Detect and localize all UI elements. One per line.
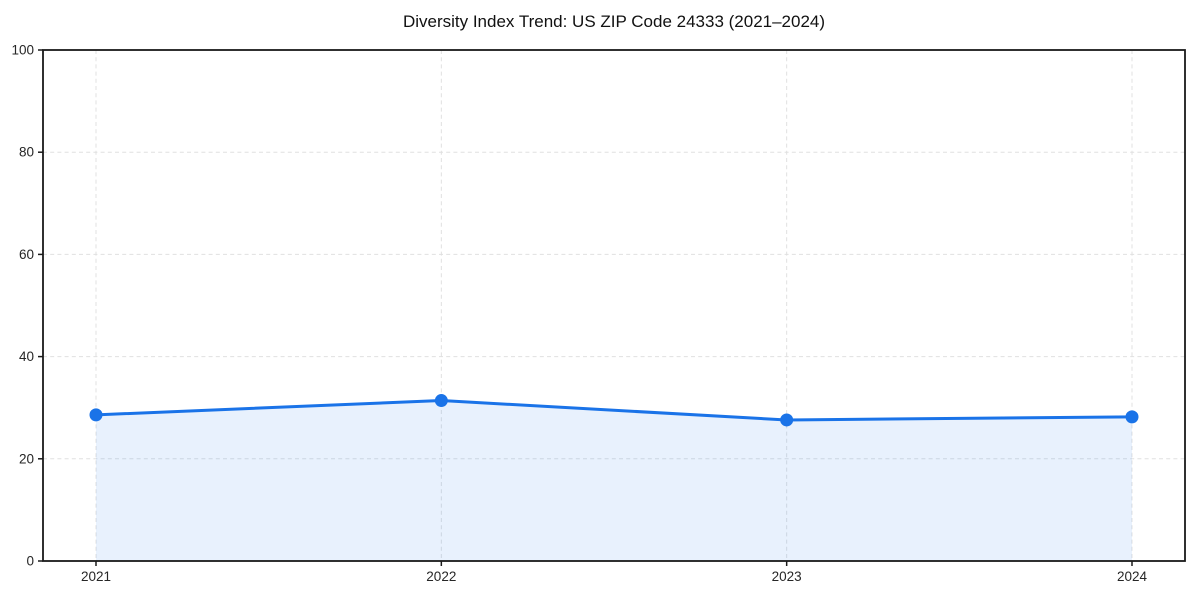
data-point-2021 xyxy=(89,408,103,422)
plot-border xyxy=(42,49,1186,562)
chart-title: Diversity Index Trend: US ZIP Code 24333… xyxy=(403,12,825,31)
x-tick-label: 2024 xyxy=(1117,569,1148,584)
trend-line xyxy=(94,399,1134,422)
y-tick-label: 20 xyxy=(19,451,34,466)
y-tick-label: 0 xyxy=(26,554,34,569)
x-tick-label: 2021 xyxy=(81,569,111,584)
x-tick-label: 2022 xyxy=(426,569,456,584)
area-fill xyxy=(96,400,1132,561)
y-tick-label: 40 xyxy=(19,349,34,364)
data-point-2024 xyxy=(1125,410,1139,424)
plot-area: 0 20 40 60 80 100 2021 2022 2023 2024 xyxy=(11,43,1186,584)
y-tick-label: 60 xyxy=(19,247,34,262)
y-tick-label: 100 xyxy=(11,43,34,58)
x-tick-label: 2023 xyxy=(772,569,802,584)
data-point-2023 xyxy=(780,413,794,427)
y-tick-label: 80 xyxy=(19,145,34,160)
data-point-2022 xyxy=(434,394,448,408)
